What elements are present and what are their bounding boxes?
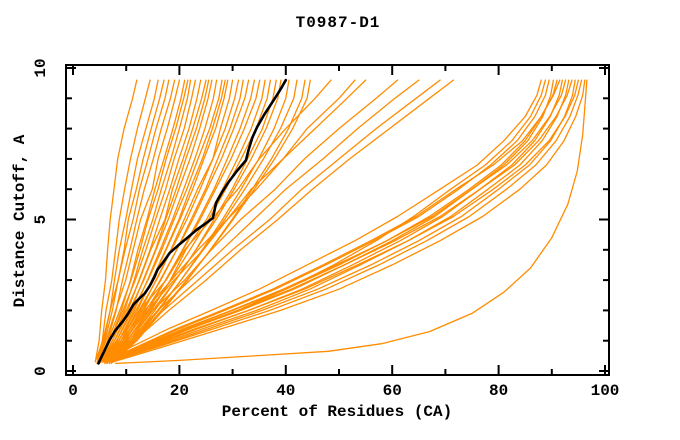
model-curve [101,79,542,363]
model-curve [103,79,210,360]
y-axis-label: Distance Cutoff, A [11,134,29,308]
chart-title: T0987-D1 [295,14,381,32]
x-tick-label: 60 [383,382,402,400]
model-curve [103,79,229,363]
model-curve [108,79,282,365]
model-curve [106,79,234,365]
x-tick-label: 80 [489,382,508,400]
model-curve [107,79,272,363]
model-curve [101,79,192,363]
model-curve [106,79,564,363]
model-curve [104,79,573,363]
model-curve [100,79,186,362]
model-curve [103,79,567,363]
model-curve [106,79,441,363]
model-curve [112,79,586,363]
model-curve [103,79,550,363]
x-tick-label: 20 [170,382,189,400]
model-curve [104,79,218,365]
model-curve [95,79,170,360]
model-curve [105,79,555,363]
model-curve [102,79,223,362]
x-tick-label: 100 [591,382,620,400]
model-curve [109,79,583,363]
model-curve [110,79,277,363]
highlighted-model-curve [97,78,288,365]
model-curve [96,79,151,365]
model-curve [94,79,138,363]
model-curve [108,79,256,363]
y-tick-label: 10 [32,58,50,77]
model-curve [98,79,197,365]
model-curve [105,79,580,363]
model-curve [102,79,558,363]
y-tick-label: 0 [32,366,50,376]
model-curve [105,79,250,360]
model-curve [98,79,176,363]
model-curve [97,79,189,363]
model-curve [111,79,290,362]
x-axis-label: Percent of Residues (CA) [221,403,453,421]
model-curve [105,79,455,362]
model-curve [114,79,588,365]
plot-border [65,64,610,376]
model-curve [97,79,165,363]
model-curve [112,79,306,363]
y-tick-label: 5 [32,215,50,225]
x-tick-label: 40 [276,382,295,400]
model-curve [105,79,399,363]
x-tick-label: 0 [68,382,78,400]
model-curve [96,79,181,365]
model-curve [103,79,367,362]
model-curve [104,79,420,365]
